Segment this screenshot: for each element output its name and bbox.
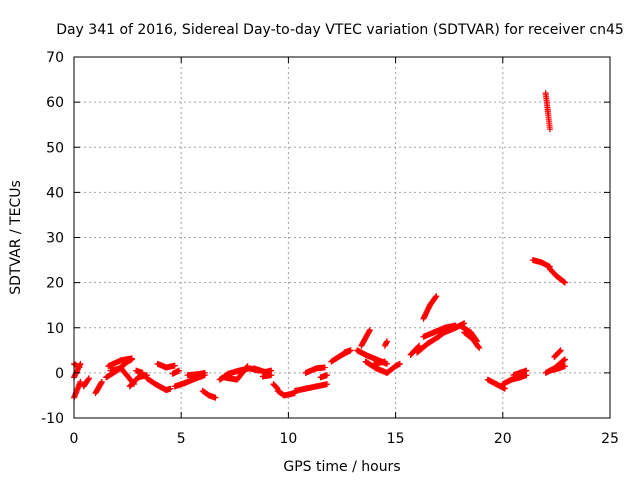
data-point [128,355,135,362]
y-tick-label: 20 [46,276,64,292]
data-point [396,360,403,367]
data-series-segment [133,367,146,376]
data-series-segment [71,378,84,401]
data-point [321,364,328,371]
data-series-segment [371,358,388,367]
data-point [273,384,280,391]
data-series-segment [546,363,568,374]
y-tick-label: 70 [46,50,64,66]
data-series-segment [80,375,93,390]
data-series-segment [484,376,508,392]
data-point [201,369,208,376]
data-point [323,372,330,379]
data-series-segment [184,369,208,379]
data-point [475,344,482,351]
data-point [501,385,508,392]
data-series-segment [302,364,328,376]
data-point [268,372,275,379]
data-series-segment [420,293,440,322]
data-series-segment [461,329,483,352]
data-series-segment [362,358,399,376]
data-point [432,294,439,301]
data-points [71,90,568,401]
data-series-segment [542,90,553,133]
data-series-segment [551,347,564,361]
data-point [523,367,530,374]
data-point [347,347,354,354]
data-point [176,367,183,374]
data-point [556,348,563,355]
chart-title: Day 341 of 2016, Sidereal Day-to-day VTE… [56,22,624,38]
x-tick-label: 20 [494,431,512,447]
data-series-segment [105,355,135,370]
data-series-segment [381,338,391,349]
data-series-segment [499,372,530,388]
x-axis-label: GPS time / hours [283,459,400,475]
data-point [323,381,330,388]
data-series-segment [341,347,354,356]
data-point [243,364,250,371]
data-series-segment [92,378,105,397]
data-point [167,385,174,392]
axis-ticks: 0 5 10 15 20 25 -10 0 10 20 30 40 50 60 70 [41,50,619,447]
y-tick-label: 10 [46,321,64,337]
data-point [384,338,391,345]
data-point [98,378,105,385]
data-point [85,376,92,383]
data-point [86,375,93,382]
x-tick-label: 5 [177,431,186,447]
y-tick-label: 60 [46,95,64,111]
data-point [557,347,564,354]
y-tick-label: 30 [46,231,64,247]
data-series-segment [317,372,330,381]
x-tick-label: 10 [279,431,297,447]
data-series-segment [274,387,298,399]
data-point [561,279,568,286]
data-series-segment [392,360,403,370]
data-series-segment [143,375,174,394]
data-series-segment [529,257,553,270]
data-point [561,279,568,286]
data-series-segment [251,365,275,375]
y-tick-label: 40 [46,185,64,201]
x-tick-label: 25 [601,431,619,447]
data-point [366,327,373,334]
y-tick-label: 50 [46,140,64,156]
data-point [557,347,564,354]
data-series-segment [126,372,150,390]
data-series-segment [414,327,451,356]
data-series-segment [199,387,219,401]
data-series-segment [154,360,178,371]
y-tick-label: -10 [41,411,64,427]
data-series-segment [510,367,530,379]
data-point [561,356,568,363]
data-point [546,126,553,133]
data-series-segment [420,322,459,340]
data-series-segment [291,381,330,394]
x-tick-label: 15 [387,431,405,447]
data-point [476,345,483,352]
data-point [561,356,568,363]
data-point [433,293,440,300]
data-point [139,369,146,376]
data-series-segment [546,266,568,286]
data-point [244,363,251,370]
data-point [76,364,83,371]
y-axis-label: SDTVAR / TECUs [8,180,24,295]
data-point [561,363,568,370]
data-series-segment [221,363,251,383]
data-point [212,394,219,401]
data-point [77,378,84,385]
data-series-segment [259,372,275,380]
data-point [171,362,178,369]
data-point [381,358,388,365]
grid [74,57,610,418]
data-series-segment [358,327,373,349]
x-tick-label: 0 [70,431,79,447]
data-series-segment [169,367,183,377]
y-tick-label: 0 [55,366,64,382]
